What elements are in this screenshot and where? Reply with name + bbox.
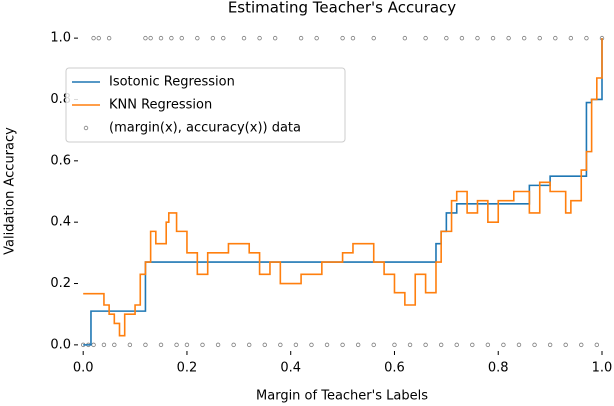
data-point	[506, 35, 511, 41]
data-point	[200, 342, 205, 348]
data-point	[350, 35, 356, 41]
legend-label: (margin(x), accuracy(x)) data	[109, 121, 301, 136]
data-point	[444, 35, 449, 41]
data-point	[490, 35, 496, 41]
data-point	[174, 342, 179, 348]
x-tick-label: 0.8	[488, 361, 509, 376]
data-point	[532, 342, 537, 348]
data-point	[553, 35, 558, 41]
data-point	[298, 35, 304, 41]
data-point	[127, 342, 133, 348]
legend-label: KNN Regression	[109, 98, 212, 113]
data-point	[516, 342, 522, 348]
data-point	[454, 342, 459, 348]
data-point	[537, 35, 542, 41]
data-point	[309, 342, 314, 348]
data-point	[402, 35, 408, 41]
data-point	[501, 342, 506, 348]
data-point	[584, 35, 589, 41]
x-tick-label: 0.4	[280, 361, 301, 376]
data-point	[423, 35, 428, 41]
y-tick-label: 0.4	[50, 215, 71, 230]
data-point	[475, 35, 480, 41]
data-point	[355, 342, 361, 348]
step-line	[83, 38, 603, 337]
legend-label: Isotonic Regression	[109, 75, 235, 90]
legend-marker	[83, 125, 89, 131]
x-tick-label: 0.6	[384, 361, 405, 376]
data-point	[459, 35, 465, 41]
data-point	[215, 342, 221, 348]
data-point	[96, 35, 101, 41]
data-point	[184, 342, 190, 348]
x-tick-label: 1.0	[592, 361, 613, 376]
data-point	[148, 35, 153, 41]
data-point	[340, 35, 345, 41]
y-tick-label: 0.0	[50, 337, 71, 352]
data-point	[106, 35, 112, 41]
step-line	[83, 38, 603, 346]
data-point	[169, 35, 174, 41]
data-point	[158, 342, 164, 348]
data-point	[101, 342, 107, 348]
data-point	[324, 342, 330, 348]
data-point	[247, 342, 252, 348]
data-point	[407, 342, 413, 348]
y-tick-label: 0.2	[50, 276, 71, 291]
x-tick-label: 0.2	[177, 361, 198, 376]
data-point	[91, 35, 96, 41]
data-point	[568, 35, 574, 41]
data-point	[241, 35, 247, 41]
y-axis-label: Validation Accuracy	[3, 127, 18, 255]
data-point	[423, 342, 428, 348]
data-point	[262, 342, 267, 348]
data-point	[231, 342, 236, 348]
data-point	[371, 35, 376, 41]
data-point	[195, 35, 200, 41]
data-point	[392, 342, 397, 348]
x-axis-label: Margin of Teacher's Labels	[256, 389, 428, 404]
data-point	[371, 342, 376, 348]
data-point	[521, 35, 527, 41]
data-point	[221, 35, 226, 41]
data-point	[547, 342, 553, 348]
data-point	[579, 342, 584, 348]
data-point	[278, 342, 283, 348]
data-point	[314, 35, 319, 41]
data-point	[91, 342, 96, 348]
data-point	[210, 35, 216, 41]
data-point	[257, 35, 262, 41]
data-point	[438, 342, 444, 348]
data-point	[158, 35, 164, 41]
chart-title: Estimating Teacher's Accuracy	[228, 0, 456, 17]
data-point	[272, 35, 278, 41]
legend-box	[65, 67, 346, 143]
y-tick-label: 0.6	[50, 153, 71, 168]
data-point	[143, 35, 148, 41]
data-point	[470, 342, 475, 348]
y-tick-label: 1.0	[50, 31, 71, 46]
data-point	[563, 342, 568, 348]
data-point	[293, 342, 299, 348]
data-point	[112, 342, 117, 348]
data-point	[179, 35, 184, 41]
data-point	[143, 342, 148, 348]
data-point	[594, 342, 600, 348]
x-tick-label: 0.0	[73, 361, 94, 376]
data-point	[340, 342, 345, 348]
data-point	[485, 342, 491, 348]
